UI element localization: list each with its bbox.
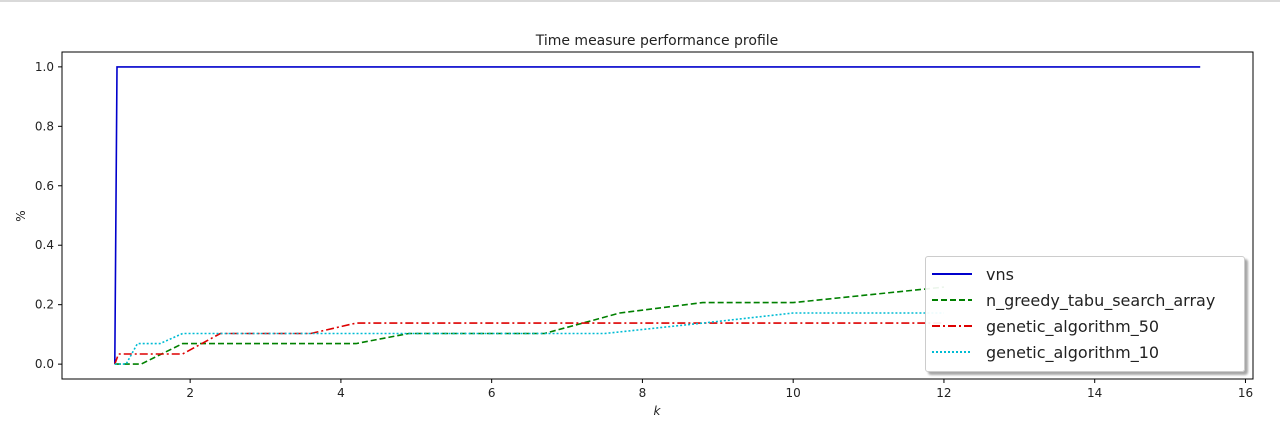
window-top-border [0,0,1280,2]
axes-layer: 2 4 6 8 10 12 14 16 0.0 0.2 0.4 0.6 0.8 1.0 [35,51,1254,400]
legend-label-n-greedy-tabu-search-array: n_greedy_tabu_search_array [986,290,1216,310]
x-tick-label: 8 [639,386,647,400]
x-tick-label: 14 [1087,386,1102,400]
x-axis-label: k [654,404,662,418]
legend-label-genetic-algorithm-50: genetic_algorithm_50 [986,316,1160,336]
x-tick-label: 4 [337,386,345,400]
legend-swatch-genetic-algorithm-50 [932,325,972,327]
y-tick-label: 1.0 [35,60,54,74]
y-tick-label: 0.6 [35,179,54,193]
legend: vns n_greedy_tabu_search_array genetic_a… [925,256,1245,372]
plot-frame [61,51,1254,380]
x-tick-label: 2 [186,386,194,400]
y-tick-label: 0.2 [35,298,54,312]
series-line-n-greedy-tabu-search-array [114,286,944,365]
legend-item-genetic-algorithm-50: genetic_algorithm_50 [932,315,1159,337]
x-tick-label: 6 [488,386,496,400]
legend-item-genetic-algorithm-10: genetic_algorithm_10 [932,341,1159,363]
legend-item-n-greedy-tabu-search-array: n_greedy_tabu_search_array [932,289,1215,311]
series-line-genetic-algorithm-50 [114,322,944,365]
x-tick-label: 16 [1238,386,1253,400]
y-axis-label: % [14,210,28,221]
series-line-vns [114,66,1201,365]
legend-swatch-genetic-algorithm-10 [932,351,972,353]
x-tick-label: 12 [936,386,951,400]
legend-label-vns: vns [986,264,1014,284]
y-tick-label: 0.0 [35,357,54,371]
y-tick-label: 0.4 [35,238,54,252]
legend-swatch-n-greedy-tabu-search-array [932,299,972,301]
legend-item-vns: vns [932,263,1014,285]
legend-label-genetic-algorithm-10: genetic_algorithm_10 [986,342,1160,362]
x-tick-label: 10 [786,386,801,400]
series-line-genetic-algorithm-10 [114,312,944,365]
legend-swatch-vns [932,273,972,275]
y-tick-label: 0.8 [35,119,54,133]
chart-title: Time measure performance profile [535,33,779,49]
series-layer [114,66,1201,365]
